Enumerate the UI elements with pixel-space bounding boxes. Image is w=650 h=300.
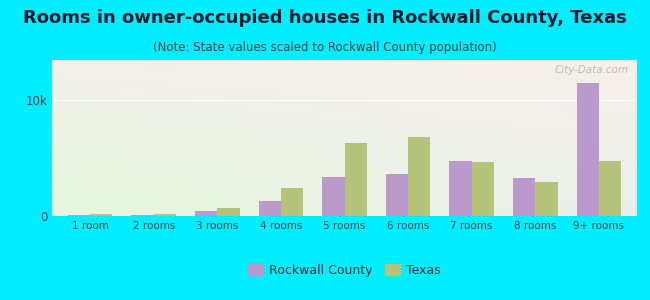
Bar	[322, 177, 344, 216]
Bar	[154, 214, 176, 216]
Bar	[386, 174, 408, 216]
Bar	[259, 201, 281, 216]
Bar	[281, 188, 303, 216]
Bar	[90, 214, 112, 216]
Bar	[131, 215, 154, 216]
Bar	[195, 211, 217, 216]
Bar	[535, 182, 558, 216]
Text: (Note: State values scaled to Rockwall County population): (Note: State values scaled to Rockwall C…	[153, 40, 497, 53]
Text: City-Data.com: City-Data.com	[554, 65, 628, 75]
Bar	[344, 143, 367, 216]
Bar	[599, 160, 621, 216]
Text: Rooms in owner-occupied houses in Rockwall County, Texas: Rooms in owner-occupied houses in Rockwa…	[23, 9, 627, 27]
Bar	[68, 215, 90, 216]
Bar	[449, 160, 472, 216]
Bar	[513, 178, 535, 216]
Bar	[408, 137, 430, 216]
Bar	[577, 83, 599, 216]
Bar	[472, 162, 494, 216]
Bar	[217, 208, 240, 216]
Legend: Rockwall County, Texas: Rockwall County, Texas	[243, 259, 446, 281]
